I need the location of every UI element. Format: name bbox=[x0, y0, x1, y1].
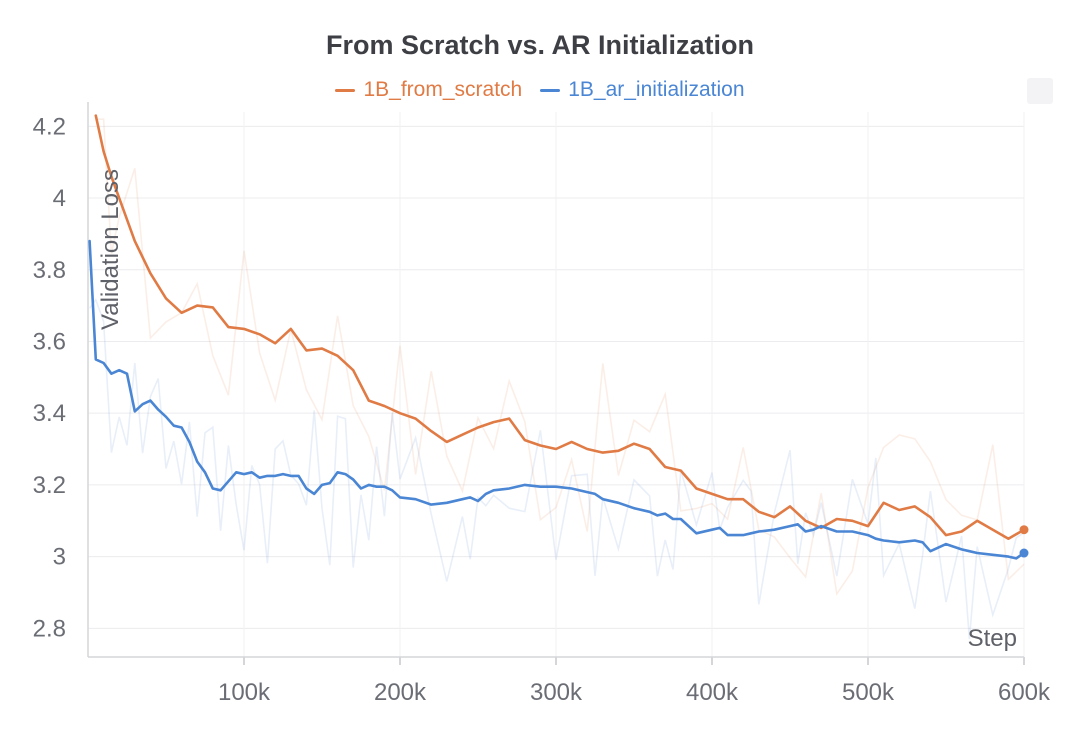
x-tick-label: 500k bbox=[842, 679, 895, 706]
legend: 1B_from_scratch 1B_ar_initialization bbox=[0, 78, 1080, 102]
y-tick-label: 3.2 bbox=[33, 472, 66, 499]
raw-line-1B_from_scratch bbox=[95, 118, 1025, 597]
series-end-point-1B_ar_initialization bbox=[1019, 548, 1029, 558]
x-tick-label: 200k bbox=[374, 679, 427, 706]
legend-label-ar-initialization: 1B_ar_initialization bbox=[568, 78, 745, 101]
series-line-1B_ar_initialization bbox=[88, 239, 1026, 560]
y-tick-label: 4 bbox=[53, 185, 66, 212]
chart-menu-placeholder[interactable] bbox=[1027, 78, 1053, 104]
y-tick-label: 4.2 bbox=[33, 113, 66, 140]
series-line-1B_from_scratch bbox=[94, 114, 1026, 541]
x-axis-label: Step bbox=[968, 625, 1017, 652]
legend-swatch-ar-initialization bbox=[540, 88, 561, 92]
raw-line-1B_ar_initialization bbox=[88, 298, 1025, 640]
x-tick-label: 600k bbox=[998, 679, 1051, 706]
x-tick-label: 400k bbox=[686, 679, 739, 706]
y-tick-label: 2.8 bbox=[33, 615, 66, 642]
series-end-point-1B_from_scratch bbox=[1019, 525, 1029, 535]
y-tick-label: 3.6 bbox=[33, 328, 66, 355]
y-axis-label: Validation Loss bbox=[97, 169, 124, 330]
legend-item-from-scratch[interactable]: 1B_from_scratch bbox=[335, 78, 522, 102]
x-tick-label: 300k bbox=[530, 679, 583, 706]
x-tick-label: 100k bbox=[218, 679, 271, 706]
legend-label-from-scratch: 1B_from_scratch bbox=[363, 78, 523, 101]
y-tick-label: 3 bbox=[53, 544, 66, 571]
y-tick-label: 3.8 bbox=[33, 257, 66, 284]
y-tick-label: 3.4 bbox=[33, 400, 66, 427]
legend-swatch-from-scratch bbox=[335, 88, 356, 92]
chart-title: From Scratch vs. AR Initialization bbox=[325, 30, 755, 60]
legend-item-ar-initialization[interactable]: 1B_ar_initialization bbox=[540, 78, 745, 102]
